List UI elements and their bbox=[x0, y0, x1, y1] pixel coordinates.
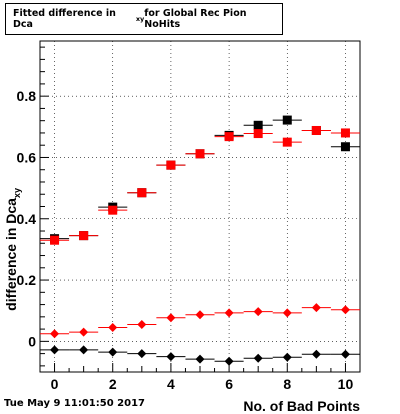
y-tick-label: 0.6 bbox=[17, 149, 37, 165]
data-point-diamond bbox=[253, 353, 263, 363]
data-point-diamond bbox=[166, 352, 176, 362]
data-point-diamond bbox=[340, 305, 350, 315]
data-point-diamond bbox=[79, 345, 89, 355]
plot-frame bbox=[39, 40, 361, 373]
series-2 bbox=[40, 303, 360, 339]
x-tick-label: 4 bbox=[167, 376, 175, 392]
data-point-diamond bbox=[195, 354, 205, 364]
data-point-diamond bbox=[137, 349, 147, 359]
x-axis-label: No. of Bad Points bbox=[243, 398, 360, 414]
x-tick-label: 6 bbox=[225, 376, 233, 392]
data-point-diamond bbox=[311, 349, 321, 359]
chart-title-subscript: xy bbox=[135, 15, 145, 23]
x-tick-label: 2 bbox=[109, 376, 117, 392]
y-axis-label: difference in Dcaxy bbox=[3, 188, 22, 311]
data-point-square bbox=[108, 205, 118, 215]
data-point-square bbox=[79, 231, 89, 241]
data-point-square bbox=[166, 160, 176, 170]
x-tick-label: 10 bbox=[338, 376, 354, 392]
data-point-square bbox=[282, 115, 292, 125]
x-tick-label: 8 bbox=[283, 376, 291, 392]
data-point-square bbox=[224, 132, 234, 142]
y-axis-label-main: difference in Dca bbox=[3, 198, 19, 311]
data-point-diamond bbox=[311, 303, 321, 313]
chart-title-rest: for Global Rec Pion NoHits bbox=[144, 8, 247, 30]
data-point-square bbox=[340, 128, 350, 138]
data-point-square bbox=[195, 149, 205, 159]
chart-title-main: Fitted difference in Dca bbox=[13, 8, 116, 30]
data-point-square bbox=[311, 125, 321, 135]
data-point-square bbox=[50, 235, 60, 245]
y-tick-label: 0.2 bbox=[17, 272, 37, 288]
timestamp: Tue May 9 11:01:50 2017 bbox=[4, 398, 145, 409]
data-point-diamond bbox=[79, 327, 89, 337]
data-point-square bbox=[253, 120, 263, 130]
axes: 0 2 4 6 8 10 0 0.2 0.4 0.6 0.8 bbox=[17, 41, 361, 392]
y-tick-label: 0 bbox=[28, 333, 36, 349]
data-point-diamond bbox=[253, 307, 263, 317]
y-tick-label: 0.4 bbox=[17, 211, 37, 227]
data-point-diamond bbox=[50, 329, 60, 339]
data-point-diamond bbox=[195, 310, 205, 320]
data-point-diamond bbox=[224, 356, 234, 366]
y-axis-label-subscript: xy bbox=[12, 188, 22, 198]
data-point-square bbox=[137, 188, 147, 198]
y-tick-label: 0.8 bbox=[17, 88, 37, 104]
series-3 bbox=[40, 345, 360, 366]
chart-title: Fitted difference in Dca xy for Global Re… bbox=[5, 3, 283, 35]
data-point-diamond bbox=[282, 352, 292, 362]
data-point-diamond bbox=[50, 345, 60, 355]
data-point-diamond bbox=[282, 308, 292, 318]
data-point-square bbox=[340, 142, 350, 152]
data-point-diamond bbox=[108, 323, 118, 333]
data-point-diamond bbox=[166, 313, 176, 323]
data-point-diamond bbox=[108, 347, 118, 357]
x-tick-label: 0 bbox=[51, 376, 59, 392]
data-point-diamond bbox=[224, 308, 234, 318]
chart-marks bbox=[40, 115, 360, 366]
data-point-diamond bbox=[137, 319, 147, 329]
data-point-diamond bbox=[340, 349, 350, 359]
series-1 bbox=[40, 125, 360, 245]
data-point-square bbox=[282, 137, 292, 147]
data-point-square bbox=[253, 129, 263, 139]
